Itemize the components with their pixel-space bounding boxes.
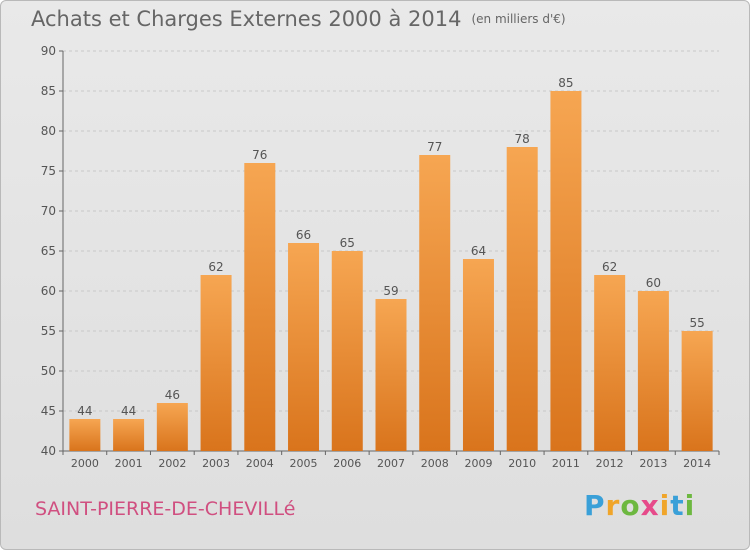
x-tick-label-2010: 2010	[508, 457, 536, 470]
bar-2001	[113, 419, 145, 451]
x-tick-label-2003: 2003	[202, 457, 230, 470]
y-tick-label: 45	[41, 404, 56, 418]
chart-unit: (en milliers d'€)	[471, 12, 566, 26]
logo-letter: P	[584, 489, 606, 522]
bar-2004	[244, 163, 276, 451]
chart-title: Achats et Charges Externes 2000 à 2014 (e…	[31, 7, 566, 31]
bar-2009	[462, 259, 494, 451]
y-tick-label: 50	[41, 364, 56, 378]
y-tick-label: 40	[41, 444, 56, 458]
data-label-2006: 65	[340, 236, 355, 250]
x-tick-label-2013: 2013	[639, 457, 667, 470]
x-tick-label-2011: 2011	[552, 457, 580, 470]
bar-2013	[637, 291, 669, 451]
data-label-2012: 62	[602, 260, 617, 274]
logo-letter: r	[605, 489, 621, 522]
y-tick-label: 80	[41, 124, 56, 138]
bar-2005	[288, 243, 320, 451]
data-label-2013: 60	[646, 276, 661, 290]
proxiti-logo: Proxiti	[584, 489, 695, 522]
y-tick-label: 55	[41, 324, 56, 338]
data-label-2001: 44	[121, 404, 136, 418]
y-tick-label: 90	[41, 44, 56, 58]
y-tick-label: 60	[41, 284, 56, 298]
x-tick-label-2007: 2007	[377, 457, 405, 470]
y-tick-label: 70	[41, 204, 56, 218]
data-label-2004: 76	[252, 148, 267, 162]
bar-2011	[550, 91, 582, 451]
x-tick-label-2008: 2008	[421, 457, 449, 470]
x-tick-labels: 2000 2001 2002 2003 2004 2005 2006 2007 2008 2009…	[62, 451, 720, 470]
data-label-2002: 46	[165, 388, 180, 402]
data-label-2009: 64	[471, 244, 486, 258]
logo-letter: t	[670, 489, 685, 522]
bar-2008	[419, 155, 451, 451]
logo-letter: i	[684, 489, 696, 522]
bars	[69, 91, 713, 451]
x-tick-label-2000: 2000	[71, 457, 99, 470]
data-label-2000: 44	[77, 404, 92, 418]
x-tick-label-2004: 2004	[246, 457, 274, 470]
town-name: SAINT-PIERRE-DE-CHEVILLé	[35, 498, 296, 520]
data-label-2005: 66	[296, 228, 311, 242]
x-tick-label-2002: 2002	[158, 457, 186, 470]
logo-letter: o	[620, 489, 641, 522]
x-tick-label-2012: 2012	[596, 457, 624, 470]
y-tick-label: 75	[41, 164, 56, 178]
data-label-2003: 62	[208, 260, 223, 274]
data-label-2008: 77	[427, 140, 442, 154]
y-tick-label: 85	[41, 84, 56, 98]
x-tick-label-2014: 2014	[683, 457, 711, 470]
x-tick-label-2006: 2006	[333, 457, 361, 470]
data-label-2011: 85	[558, 76, 573, 90]
data-label-2010: 78	[515, 132, 530, 146]
data-label-2007: 59	[383, 284, 398, 298]
chart-title-text: Achats et Charges Externes 2000 à 2014	[31, 7, 462, 31]
bar-2003	[200, 275, 232, 451]
bar-2000	[69, 419, 101, 451]
data-labels: 44 44 46 62 76 66 65 59 77 64 78 85 62 60 55	[77, 76, 705, 418]
y-tick-label: 65	[41, 244, 56, 258]
bar-2006	[331, 251, 363, 451]
x-tick-label-2009: 2009	[464, 457, 492, 470]
y-tick-labels: 40 45 50 55 60 65 70 75 80 85 90	[41, 44, 63, 458]
bar-2007	[375, 299, 407, 451]
data-label-2014: 55	[689, 316, 704, 330]
bar-2010	[506, 147, 538, 451]
x-tick-label-2005: 2005	[290, 457, 318, 470]
logo-letter: x	[640, 489, 660, 522]
x-tick-label-2001: 2001	[115, 457, 143, 470]
bar-2002	[156, 403, 188, 451]
logo-letter: i	[659, 489, 671, 522]
bar-2012	[594, 275, 626, 451]
bar-2014	[681, 331, 713, 451]
